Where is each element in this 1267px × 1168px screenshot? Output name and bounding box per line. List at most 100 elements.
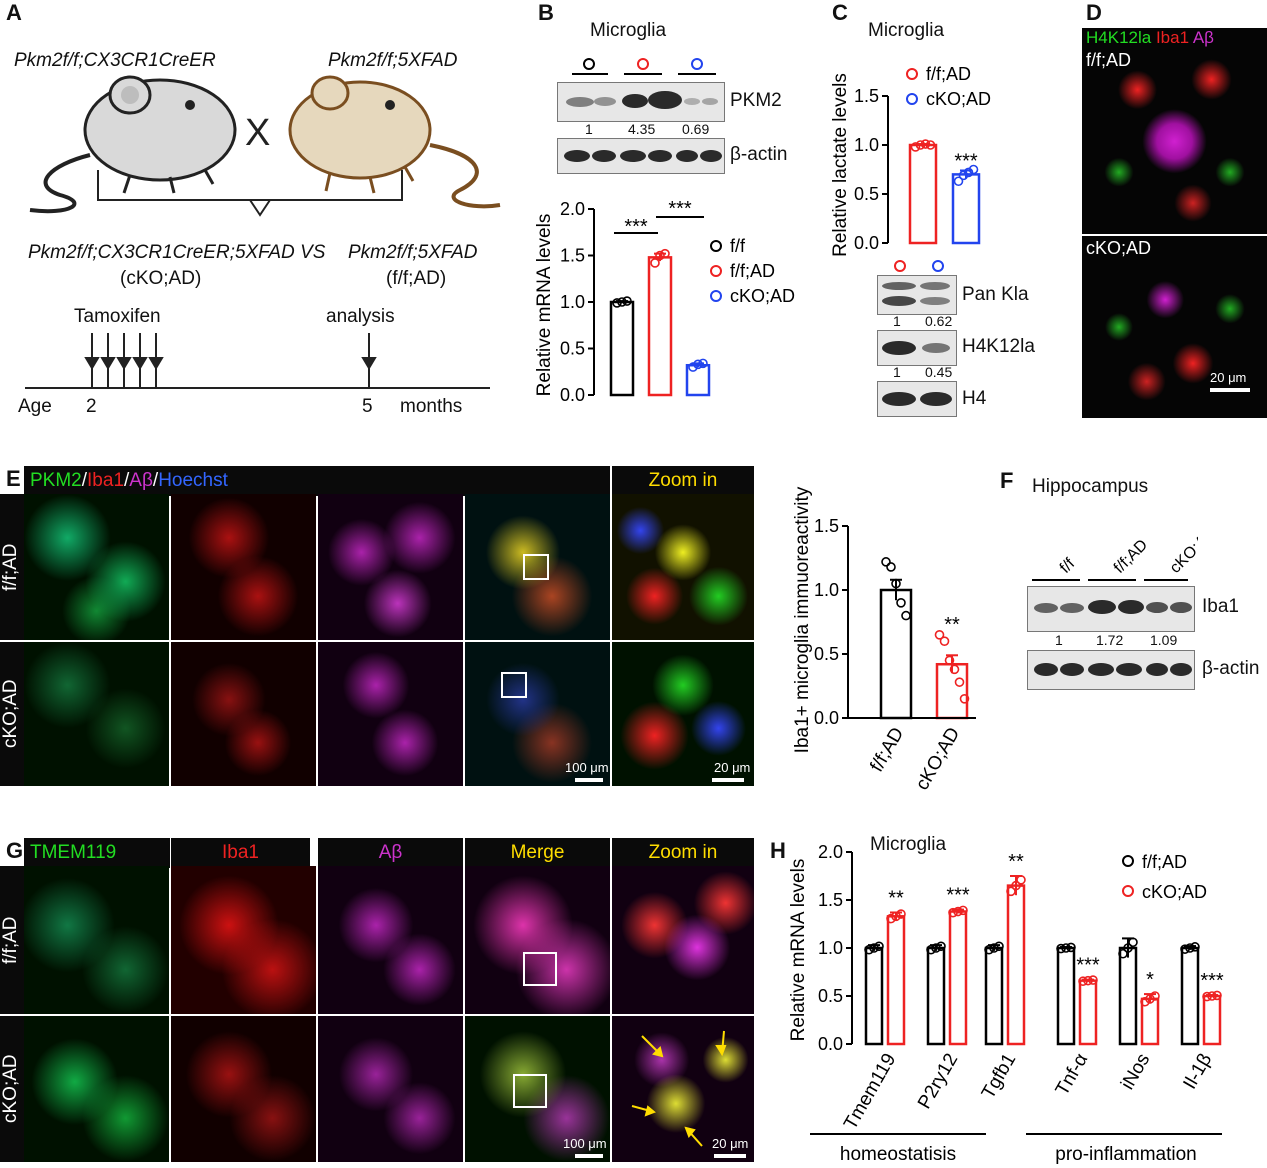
e-1-point	[934, 630, 945, 640]
pan-kla-blot	[877, 275, 957, 315]
scale-label-e-zoom: 20 μm	[714, 760, 751, 775]
offspring-genotype-right: Pkm2f/f;5XFAD	[348, 242, 478, 263]
group-label-ff: (f/f;AD)	[386, 268, 447, 289]
y-tick-label: 0.0	[854, 233, 879, 253]
h-4-0-point	[1128, 937, 1138, 948]
scale-bar-e-zoom	[712, 778, 744, 782]
h-1-0-point	[931, 943, 941, 953]
b-actin-blot-b	[557, 138, 725, 174]
b-1-point	[660, 248, 670, 259]
e-zoom-ffad	[612, 494, 754, 640]
legend-label: f/f	[730, 236, 746, 256]
tamoxifen-label: Tamoxifen	[74, 306, 161, 327]
h4k12la-quant-1: 1	[893, 364, 901, 380]
e-zoom-ckoad: 20 μm	[612, 642, 754, 786]
h-2-1-bar	[1006, 884, 1026, 1046]
legend-marker	[906, 93, 918, 105]
stain-pkm2: PKM2	[30, 470, 82, 491]
arrow-icons	[631, 1030, 727, 1147]
h-4-1-point	[1150, 991, 1160, 1001]
legend-label: f/f;AD	[730, 261, 775, 281]
sig-label: **	[944, 614, 960, 636]
pkm2-blot	[557, 82, 725, 122]
panel-e-header: PKM2/Iba1/Aβ/Hoechst	[24, 466, 610, 496]
pkm2-quant-1: 1	[585, 121, 593, 137]
h4k12la-quant-2: 0.45	[925, 364, 953, 380]
y-tick-label: 2.0	[560, 199, 585, 219]
g-merge-ffad	[465, 866, 610, 1014]
e-merge-ffad	[465, 494, 610, 640]
scale-label-g-zoom: 20 μm	[712, 1136, 749, 1151]
stain-hoechst: Hoechst	[158, 470, 228, 491]
h-3-1-bar	[1078, 979, 1098, 1046]
panel-c-letter: C	[832, 0, 848, 25]
y-tick-label: 1.0	[814, 580, 839, 600]
h-3-0-point	[1056, 943, 1066, 954]
h-0-1-point	[891, 911, 901, 922]
x-tick-label: Tmem119	[840, 1050, 900, 1133]
legend-marker	[710, 240, 722, 252]
h4k12la-label: H4K12la	[962, 336, 1035, 357]
h-2-0-point	[994, 941, 1004, 952]
h-4-1-point	[1140, 996, 1150, 1007]
pan-kla-quant-2: 0.62	[925, 313, 953, 329]
b-0-point	[617, 297, 627, 307]
g-iba1-ffad	[171, 866, 316, 1014]
sig-label: *	[1146, 969, 1154, 991]
panel-g-row-ffad: f/f;AD	[0, 866, 24, 1014]
panel-c-title: Microglia	[868, 20, 945, 41]
h-5-0-point	[1185, 943, 1195, 953]
sig-label: ***	[954, 151, 978, 173]
y-tick-label: 0.0	[560, 385, 585, 405]
e-1-point	[939, 636, 950, 646]
y-axis-label: Relative lactate levels	[830, 73, 851, 257]
group-label-ff: f/f	[1057, 555, 1079, 577]
stain-h4k12la: H4K12la	[1086, 28, 1152, 47]
h-3-1-point	[1088, 975, 1098, 985]
x-tick-label: Il-1β	[1179, 1050, 1216, 1093]
y-tick-label: 1.0	[560, 292, 585, 312]
e-0-point	[901, 610, 911, 621]
c-1-point	[963, 167, 974, 178]
sig-label: ***	[1076, 955, 1100, 977]
sig-label: **	[888, 887, 904, 909]
c-0-point	[920, 139, 931, 149]
x-tick-label: Tgfb1	[978, 1050, 1020, 1103]
offspring-genotype-left: Pkm2f/f;CX3CR1CreER;5XFAD VS	[28, 242, 326, 263]
y-tick-label: 1.0	[818, 938, 843, 958]
h-5-0-point	[1180, 944, 1190, 954]
h-4-0-point	[1123, 943, 1133, 953]
group-label-ckoad: cKO;AD	[1167, 524, 1198, 577]
e-pkm2-ckoad	[24, 642, 169, 786]
panel-g-header-iba1: Iba1	[171, 838, 310, 868]
h-5-1-point	[1207, 991, 1217, 1001]
panel-d-image-ckoad: cKO;AD 20 μm	[1082, 236, 1267, 418]
b-0-point	[612, 298, 622, 308]
c-1-point	[958, 170, 969, 181]
y-axis-label: Iba1+ microglia immuoreactivity	[792, 486, 813, 753]
stain-iba1-d: Iba1	[1155, 28, 1190, 47]
panel-c-lane-markers	[894, 260, 944, 272]
iba1-quant-3: 1.09	[1150, 632, 1178, 648]
h-2-1-point	[1016, 875, 1026, 885]
sig-label-2: ***	[668, 198, 692, 220]
legend-label: f/f;AD	[1142, 852, 1187, 872]
pkm2-quant-2: 4.35	[628, 121, 656, 137]
b-0-point	[622, 296, 632, 306]
g-zoom-ffad	[612, 866, 754, 1014]
panel-b-letter: B	[538, 0, 554, 25]
b-1-bar	[647, 256, 673, 397]
panel-b-title: Microglia	[590, 20, 667, 41]
x-tick-label: Tnf-α	[1052, 1050, 1093, 1099]
b-1-point	[655, 250, 665, 261]
b-1-point	[650, 258, 660, 268]
c-0-point	[915, 140, 926, 150]
g-tmem119-ckoad	[24, 1016, 169, 1162]
h-0-0-bar	[864, 946, 884, 1046]
panel-h-letter: H	[770, 838, 786, 863]
h-2-0-bar	[984, 946, 1004, 1046]
g-iba1-ckoad	[171, 1016, 316, 1162]
h-4-0-point	[1118, 948, 1128, 959]
